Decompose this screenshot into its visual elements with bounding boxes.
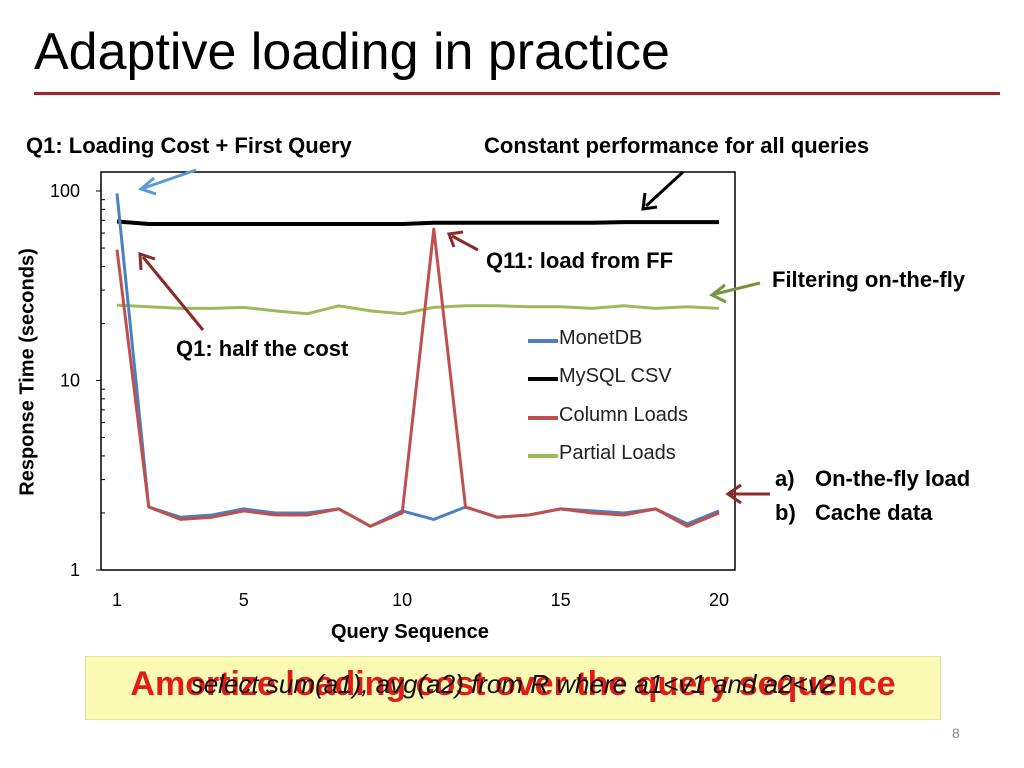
gridlines	[96, 190, 105, 571]
arrow-filtering-head	[709, 283, 727, 304]
list-marker: a)	[775, 466, 795, 491]
x-tick-labels: 1 5 10 15 20	[112, 590, 729, 610]
y-tick-label: 100	[50, 181, 80, 201]
legend-swatch-monetdb	[528, 339, 558, 343]
x-tick-label: 20	[709, 590, 729, 610]
legend-label-monetdb: MonetDB	[559, 327, 643, 349]
x-tick-label: 1	[112, 590, 122, 610]
x-tick-label: 10	[392, 590, 412, 610]
list-item: b) Cache data	[775, 500, 970, 534]
banner-query: select sum(a1), avg(a2) from R where a1<…	[190, 669, 836, 699]
arrow-q1-loading-head	[137, 176, 157, 196]
feature-list: a) On-the-fly load b) Cache data	[775, 466, 970, 534]
legend-swatch-column	[528, 416, 558, 420]
arrow-q1-half-head	[138, 251, 156, 271]
title-underline	[34, 92, 1000, 95]
arrow-constant-head	[641, 192, 658, 211]
page-number: 8	[952, 725, 960, 741]
series-line-monetdb	[115, 193, 720, 528]
series-lines	[115, 193, 720, 528]
legend-swatch-partial	[528, 454, 558, 458]
annotation-filtering: Filtering on-the-fly	[772, 267, 966, 292]
list-item-text: On-the-fly load	[815, 466, 971, 491]
plot-area-border	[100, 171, 736, 571]
arrow-q11-head	[446, 230, 464, 248]
y-tick-label: 10	[60, 371, 80, 391]
annotation-q1-half: Q1: half the cost	[176, 336, 349, 361]
legend-label-mysql: MySQL CSV	[559, 365, 672, 387]
series-line-mysql-csv	[116, 219, 719, 226]
summary-banner: Amortize loading cost over the query seq…	[85, 656, 941, 720]
arrow-q1-loading	[143, 168, 197, 190]
annotation-q1-loading: Q1: Loading Cost + First Query	[26, 133, 352, 158]
list-item: a) On-the-fly load	[775, 466, 970, 500]
x-tick-label: 15	[551, 590, 571, 610]
list-marker: b)	[775, 500, 796, 525]
arrow-cache-head	[725, 483, 742, 505]
x-axis-title: Query Sequence	[331, 621, 489, 643]
y-tick-labels: 1 10 100	[50, 181, 80, 580]
legend-label-column: Column Loads	[559, 404, 688, 426]
annotation-constant-performance: Constant performance for all queries	[484, 133, 870, 158]
annotation-arrows	[137, 168, 770, 505]
legend-swatch-mysql	[528, 377, 558, 381]
annotation-q11-load: Q11: load from FF	[486, 248, 674, 273]
arrow-constant	[644, 170, 685, 208]
list-item-text: Cache data	[815, 500, 933, 525]
y-tick-label: 1	[70, 560, 80, 580]
series-line-column-loads	[115, 227, 720, 528]
y-axis-title: Response Time (seconds)	[16, 248, 39, 496]
arrow-q1-half	[141, 256, 205, 331]
series-line-partial-loads	[116, 303, 720, 316]
banner-headline: Amortize loading cost over the query seq…	[130, 665, 896, 703]
legend-label-partial: Partial Loads	[559, 442, 676, 464]
arrow-q11	[451, 234, 479, 252]
slide-title: Adaptive loading in practice	[34, 23, 670, 81]
arrow-filtering	[714, 281, 761, 296]
x-tick-label: 5	[239, 590, 249, 610]
